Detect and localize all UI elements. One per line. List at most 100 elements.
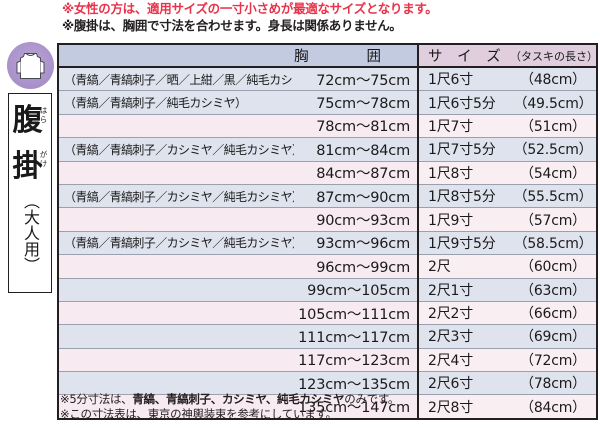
cell-size: 2尺3寸 [417,324,510,349]
cell-material [59,207,294,232]
cell-size: 2尺1寸 [417,278,510,302]
table-row: 123cm〜135cm 2尺6寸 （78cm） [59,371,596,396]
cell-chest: 123cm〜135cm [294,371,418,396]
cell-material: （青縞／青縞刺子／カシミヤ／純毛カシミヤ） [59,231,294,256]
table-row: 111cm〜117cm 2尺3寸 （69cm） [59,324,596,349]
cell-material [59,394,294,418]
cell-size: 1尺9寸 [417,207,510,232]
table-row: 84cm〜87cm 1尺8寸 （54cm） [59,161,596,185]
table-row: 99cm〜105cm 2尺1寸 （63cm） [59,278,596,302]
cell-tasuki: （52.5cm） [510,137,596,162]
product-sidebar: 腹 掛 はら がけ （大人用） [2,40,56,430]
header-tasuki-length: （タスキの長さ） [510,45,596,68]
cell-material [59,278,294,302]
cell-chest: 111cm〜117cm [294,324,418,349]
cell-tasuki: （63cm） [510,278,596,302]
table-row: （青縞／青縞刺子／純毛カシミヤ） 75cm〜78cm 1尺6寸5分 （49.5cm） [59,90,596,115]
cell-chest: 135cm〜147cm [294,394,418,418]
table-row: 105cm〜111cm 2尺2寸 （66cm） [59,301,596,326]
table-row: （青縞／青縞刺子／カシミヤ／純毛カシミヤ） 93cm〜96cm 1尺9寸5分 （58.… [59,231,596,256]
product-kanji-row: 腹 掛 はら がけ [9,98,51,191]
cell-tasuki: （66cm） [510,301,596,326]
cell-material [59,324,294,349]
header-notes: ※女性の方は、適用サイズの一寸小さめが最適なサイズとなります。 ※腹掛は、胸囲で… [62,1,582,34]
cell-size: 2尺6寸 [417,371,510,396]
table-row: （青縞／青縞刺子／カシミヤ／純毛カシミヤ） 81cm〜84cm 1尺7寸5分 （52.… [59,137,596,162]
cell-material: （青縞／青縞刺子／カシミヤ／純毛カシミヤ） [59,184,294,209]
table-row: 96cm〜99cm 2尺 （60cm） [59,254,596,279]
footnote-5bu-suffix: のみです。 [344,392,400,406]
cell-size: 1尺7寸5分 [417,137,510,162]
note-women-size: ※女性の方は、適用サイズの一寸小さめが最適なサイズとなります。 [62,1,438,16]
furigana-gake: がけ [39,150,48,168]
table-row: （青縞／青縞刺子／晒／上紺／黒／純毛カシミヤ）72cm〜75cm1尺6寸（48c… [59,67,596,92]
note-chest-measure: ※腹掛は、胸囲で寸法を合わせます。身長は関係ありません。 [62,18,402,33]
size-table: 胸 囲 サ イ ズ （タスキの長さ） （青縞／青縞刺子／晒／上紺／黒／純毛カシミ… [59,45,596,418]
table-row: 90cm〜93cm 1尺9寸 （57cm） [59,207,596,232]
kanji-hara: 腹 [12,103,43,138]
adult-use-label: （大人用） [21,192,40,273]
footnotes: ※5分寸法は、青縞、青縞刺子、カシミヤ、純毛カシミヤのみです。 ※この寸法表は、… [60,392,580,422]
table-row: 135cm〜147cm 2尺8寸 （84cm） [59,394,596,418]
cell-material: （青縞／青縞刺子／純毛カシミヤ） [59,90,294,115]
cell-size: 1尺6寸5分 [417,90,510,115]
haragake-apron-icon [7,42,54,89]
cell-tasuki: （49.5cm） [510,90,596,115]
table-row: （青縞／青縞刺子／カシミヤ／純毛カシミヤ） 87cm〜90cm 1尺8寸5分 （55.… [59,184,596,209]
cell-chest: 81cm〜84cm [294,137,418,162]
header-size: サ イ ズ [417,45,510,68]
cell-chest: 78cm〜81cm [294,114,418,139]
product-name-box: 腹 掛 はら がけ （大人用） [8,93,52,293]
cell-material [59,348,294,373]
cell-chest: 117cm〜123cm [294,348,418,373]
cell-tasuki: （57cm） [510,207,596,232]
cell-size: 1尺9寸5分 [417,231,510,256]
cell-size: 1尺7寸 [417,114,510,139]
cell-material [59,254,294,279]
cell-tasuki: （48cm） [510,67,596,92]
cell-material: （青縞／青縞刺子／カシミヤ／純毛カシミヤ） [59,137,294,162]
cell-chest: 90cm〜93cm [294,207,418,232]
footnote-5bu-materials: 青縞、青縞刺子、カシミヤ、純毛カシミヤ [132,392,345,406]
cell-tasuki: （69cm） [510,324,596,349]
cell-material [59,371,294,396]
cell-chest: 72cm〜75cm [294,67,418,92]
cell-size: 1尺8寸 [417,161,510,185]
cell-tasuki: （55.5cm） [510,184,596,209]
cell-material [59,161,294,185]
cell-size: 1尺6寸 [417,67,510,92]
cell-tasuki: （58.5cm） [510,231,596,256]
cell-tasuki: （84cm） [510,394,596,418]
table-header-row: 胸 囲 サ イ ズ （タスキの長さ） [59,45,596,68]
cell-material: （青縞／青縞刺子／晒／上紺／黒／純毛カシミヤ） [59,67,294,92]
header-chest: 胸 囲 [294,45,418,68]
cell-tasuki: （54cm） [510,161,596,185]
cell-size: 2尺2寸 [417,301,510,326]
cell-material [59,301,294,326]
cell-chest: 84cm〜87cm [294,161,418,185]
footnote-5bu-prefix: ※5分寸法は、 [60,392,133,406]
cell-size: 2尺4寸 [417,348,510,373]
kanji-gake: 掛 [12,149,43,184]
footnote-5bu: ※5分寸法は、青縞、青縞刺子、カシミヤ、純毛カシミヤのみです。 [60,392,580,407]
cell-chest: 99cm〜105cm [294,278,418,302]
cell-size: 1尺8寸5分 [417,184,510,209]
cell-tasuki: （60cm） [510,254,596,279]
header-material [59,45,294,68]
cell-size: 2尺8寸 [417,394,510,418]
cell-tasuki: （51cm） [510,114,596,139]
furigana-hara: はら [39,106,48,124]
size-table-body: （青縞／青縞刺子／晒／上紺／黒／純毛カシミヤ）72cm〜75cm1尺6寸（48c… [59,67,596,418]
cell-chest: 75cm〜78cm [294,90,418,115]
footnote-reference: ※この寸法表は、東京の神輿装束を参考にしています。 [60,407,337,421]
cell-size: 2尺 [417,254,510,279]
cell-tasuki: （72cm） [510,348,596,373]
cell-chest: 87cm〜90cm [294,184,418,209]
cell-chest: 96cm〜99cm [294,254,418,279]
size-table-container: 胸 囲 サ イ ズ （タスキの長さ） （青縞／青縞刺子／晒／上紺／黒／純毛カシミ… [57,43,598,420]
cell-chest: 93cm〜96cm [294,231,418,256]
cell-chest: 105cm〜111cm [294,301,418,326]
table-row: 117cm〜123cm 2尺4寸 （72cm） [59,348,596,373]
table-row: 78cm〜81cm 1尺7寸 （51cm） [59,114,596,139]
cell-tasuki: （78cm） [510,371,596,396]
